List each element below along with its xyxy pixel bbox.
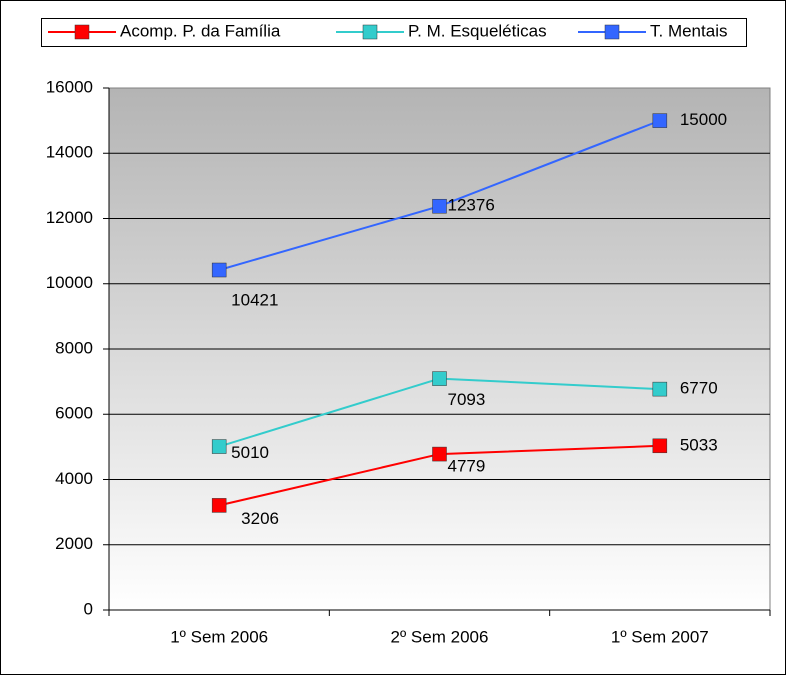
point-marker [211,498,227,513]
legend-label: T. Mentais [650,21,727,40]
y-tick-label: 12000 [46,208,93,227]
point-marker [211,439,227,454]
point-marker [652,381,668,397]
point-marker [652,113,668,128]
data-label: 15000 [680,110,727,129]
y-tick-label: 8000 [55,338,93,357]
legend-marker [74,24,90,40]
point-marker [432,198,447,214]
data-label: 12376 [448,196,495,215]
y-tick-label: 14000 [46,143,93,162]
legend-label: Acomp. P. da Família [120,21,281,40]
y-tick-label: 6000 [55,404,93,423]
point-marker [652,438,668,454]
data-label: 6770 [680,379,718,398]
data-label: 3206 [241,509,279,528]
legend-marker [604,24,620,40]
data-label: 10421 [231,290,278,309]
point-marker [211,262,227,278]
data-label: 4779 [448,457,486,476]
data-label: 5033 [680,435,718,454]
x-tick-label: 2º Sem 2006 [391,627,489,646]
data-label: 5010 [231,443,269,462]
point-marker [432,371,447,386]
y-tick-label: 0 [84,599,93,618]
y-tick-label: 16000 [46,77,93,96]
y-tick-label: 2000 [55,534,93,553]
legend-marker [362,24,378,40]
x-tick-label: 1º Sem 2007 [611,627,709,646]
legend-label: P. M. Esqueléticas [408,21,547,40]
data-label: 7093 [448,390,486,409]
y-tick-label: 4000 [55,469,93,488]
x-tick-label: 1º Sem 2006 [170,627,268,646]
y-tick-label: 10000 [46,273,93,292]
point-marker [432,446,447,462]
